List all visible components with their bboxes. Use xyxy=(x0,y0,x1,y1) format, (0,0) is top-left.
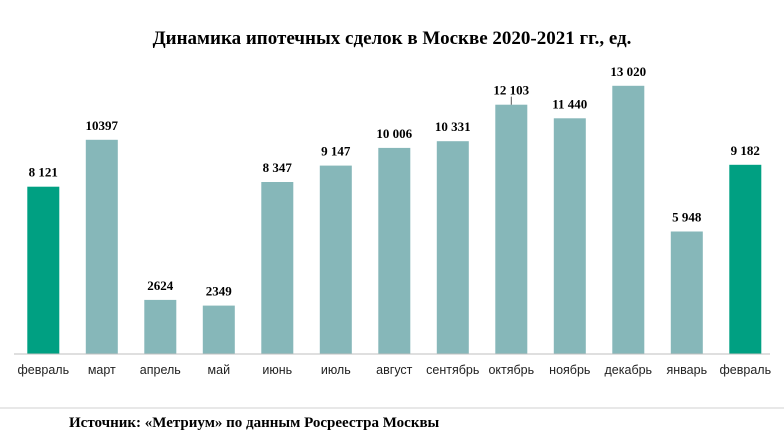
x-tick-label-0: февраль xyxy=(18,363,70,377)
value-label-4: 8 347 xyxy=(263,160,293,175)
bar-12 xyxy=(729,164,762,354)
x-tick-label-1: март xyxy=(88,363,116,377)
x-tick-label-8: октябрь xyxy=(488,363,534,377)
bar-2 xyxy=(144,299,177,354)
x-tick-label-5: июль xyxy=(321,363,351,377)
value-label-2: 2624 xyxy=(147,278,174,293)
bar-4 xyxy=(261,182,294,354)
value-label-1: 10397 xyxy=(86,118,119,133)
value-label-5: 9 147 xyxy=(321,144,351,159)
bar-7 xyxy=(436,141,469,354)
bar-6 xyxy=(378,147,411,354)
x-tick-label-6: август xyxy=(376,363,413,377)
value-label-10: 13 020 xyxy=(610,64,646,79)
bar-10 xyxy=(612,85,645,355)
x-tick-label-2: апрель xyxy=(140,363,181,377)
value-label-9: 11 440 xyxy=(552,96,587,111)
x-tick-label-4: июнь xyxy=(262,363,292,377)
bar-1 xyxy=(85,139,118,354)
value-label-6: 10 006 xyxy=(376,126,412,141)
x-tick-label-11: январь xyxy=(667,363,708,377)
value-labels-layer: 8 121 10397 2624 2349 8 347 9 147 10 006 10 331… xyxy=(29,64,760,299)
x-tick-label-9: ноябрь xyxy=(549,363,590,377)
chart-title: Динамика ипотечных сделок в Москве 2020-… xyxy=(153,28,632,49)
x-tick-label-10: декабрь xyxy=(605,363,653,377)
value-label-0: 8 121 xyxy=(29,165,58,180)
source-text: Источник: «Метриум» по данным Росреестра… xyxy=(69,415,440,431)
bar-11 xyxy=(670,231,703,354)
x-tick-label-7: сентябрь xyxy=(426,363,479,377)
bar-3 xyxy=(202,305,235,354)
bar-8 xyxy=(495,104,528,354)
value-label-7: 10 331 xyxy=(435,119,471,134)
x-tick-label-12: февраль xyxy=(720,363,772,377)
value-label-11: 5 948 xyxy=(672,210,702,225)
bar-0 xyxy=(27,186,60,354)
bar-5 xyxy=(319,165,352,354)
x-tick-label-3: май xyxy=(208,363,231,377)
value-label-12: 9 182 xyxy=(731,143,760,158)
value-label-3: 2349 xyxy=(206,284,233,299)
bar-9 xyxy=(553,118,586,354)
tick-labels-layer: февраль март апрель май июнь июль август сентяб… xyxy=(18,363,772,377)
value-label-8: 12 103 xyxy=(493,83,529,98)
bars-layer xyxy=(27,85,762,355)
